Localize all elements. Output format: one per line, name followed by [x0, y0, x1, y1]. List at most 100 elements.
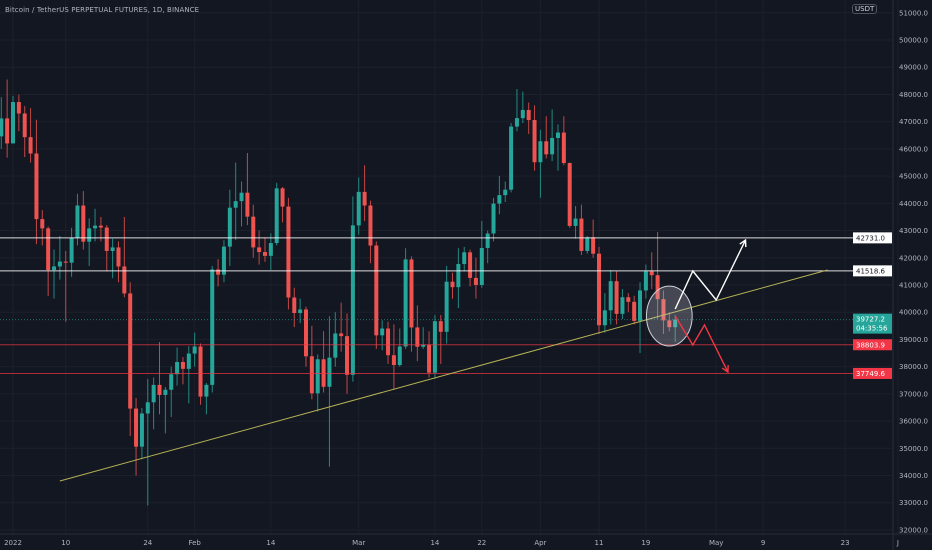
candle-body	[673, 319, 678, 328]
candle	[491, 197, 496, 242]
candle	[339, 302, 344, 352]
candle-body	[380, 328, 385, 336]
price-tick-label: 37000.0	[899, 390, 928, 398]
time-tick-label: Mar	[352, 539, 365, 547]
candle-body	[485, 233, 490, 248]
candle-body	[503, 189, 508, 196]
candle	[450, 272, 455, 299]
time-tick-label: 24	[143, 539, 152, 547]
candle	[526, 102, 531, 134]
candle	[391, 324, 396, 390]
candle-body	[386, 328, 391, 356]
candle	[221, 240, 226, 283]
candle	[585, 235, 590, 254]
candle	[632, 295, 637, 325]
candle-body	[391, 355, 396, 366]
currency-button[interactable]: USDT	[852, 4, 878, 14]
candle-body	[28, 137, 33, 154]
candle	[233, 162, 238, 241]
price-tick-label: 36000.0	[899, 418, 928, 426]
candle-body	[602, 310, 607, 326]
price-level-label: 41518.6	[856, 267, 885, 275]
candle	[286, 197, 291, 310]
time-tick-label: 11	[595, 539, 604, 547]
candle	[520, 91, 525, 124]
candle-body	[614, 281, 619, 314]
candle-body	[403, 259, 408, 347]
candle-body	[75, 205, 80, 238]
candle	[180, 357, 185, 385]
candle	[620, 289, 625, 320]
candle-body	[409, 259, 414, 328]
candle-body	[180, 362, 185, 369]
candle-body	[415, 327, 420, 347]
candle	[128, 282, 133, 437]
candle	[262, 237, 267, 262]
candle	[333, 312, 338, 367]
candle-body	[427, 344, 432, 373]
candle-body	[356, 191, 361, 226]
candle-body	[245, 192, 250, 217]
candle	[597, 246, 601, 334]
candle-body	[204, 384, 209, 397]
candle-body	[11, 102, 15, 144]
price-tick-label: 43000.0	[899, 227, 928, 235]
candle	[216, 259, 221, 287]
candle	[438, 314, 443, 364]
candle-body	[34, 153, 39, 220]
candle	[57, 235, 62, 280]
candle	[667, 312, 672, 332]
candle-body	[40, 219, 45, 229]
price-tick-label: 46000.0	[899, 145, 928, 153]
candle-body	[555, 132, 560, 138]
candle	[251, 204, 256, 258]
price-tick-label: 40000.0	[899, 309, 928, 317]
candle	[69, 227, 74, 277]
candle	[116, 241, 121, 283]
candle-body	[509, 126, 514, 190]
candle-body	[128, 293, 133, 409]
price-tick-label: 48000.0	[899, 91, 928, 99]
candle-body	[87, 228, 92, 242]
candle-body	[5, 118, 10, 144]
candle	[462, 246, 467, 272]
candle-body	[585, 237, 590, 251]
candle	[509, 123, 514, 193]
candle-body	[514, 118, 519, 127]
candle-body	[268, 243, 273, 256]
candle	[468, 249, 473, 287]
bullish-projection-path	[674, 239, 747, 310]
candle-body	[591, 237, 596, 254]
candle-body	[643, 271, 648, 291]
candle	[245, 152, 250, 226]
price-tick-label: 49000.0	[899, 64, 928, 72]
candle-body	[567, 163, 572, 226]
candle-body	[139, 413, 144, 447]
candle-body	[345, 336, 350, 375]
candle	[350, 196, 355, 382]
candle	[298, 298, 303, 324]
candle-body	[450, 281, 455, 288]
candle	[81, 191, 86, 250]
candle-body	[626, 297, 631, 302]
candle-body	[579, 218, 584, 251]
bearish-projection-path	[674, 315, 729, 373]
candle	[456, 248, 461, 309]
candle	[567, 162, 572, 228]
candle-body	[216, 269, 221, 275]
candle	[268, 233, 273, 271]
chart-title: Bitcoin / TetherUS PERPETUAL FUTURES, 1D…	[5, 6, 200, 14]
candle-body	[550, 137, 555, 155]
price-tick-label: 44000.0	[899, 200, 928, 208]
candle	[16, 94, 21, 132]
candle-body	[16, 102, 21, 114]
candle-body	[151, 384, 156, 403]
candle	[280, 186, 285, 223]
candle-body	[81, 205, 86, 242]
candle-body	[93, 225, 98, 229]
trendline	[59, 269, 828, 482]
candle	[157, 342, 162, 415]
candle-body	[274, 188, 279, 244]
candle	[11, 95, 15, 144]
